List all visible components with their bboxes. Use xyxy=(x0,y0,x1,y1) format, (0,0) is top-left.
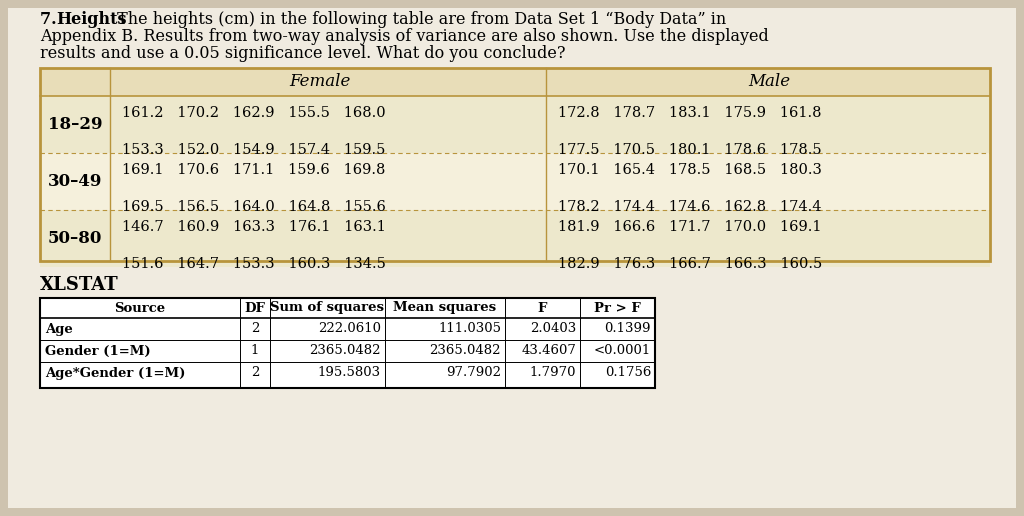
Text: The heights (cm) in the following table are from Data Set 1 “Body Data” in: The heights (cm) in the following table … xyxy=(112,11,726,28)
Text: 169.1   170.6   171.1   159.6   169.8: 169.1 170.6 171.1 159.6 169.8 xyxy=(122,163,385,177)
Text: 195.5803: 195.5803 xyxy=(317,366,381,379)
Text: 111.0305: 111.0305 xyxy=(438,322,501,335)
Text: Sum of squares: Sum of squares xyxy=(270,301,384,314)
Text: 172.8   178.7   183.1   175.9   161.8: 172.8 178.7 183.1 175.9 161.8 xyxy=(558,106,821,120)
Bar xyxy=(40,153,990,210)
Text: 170.1   165.4   178.5   168.5   180.3: 170.1 165.4 178.5 168.5 180.3 xyxy=(558,163,822,177)
Text: Heights: Heights xyxy=(56,11,127,28)
Bar xyxy=(40,68,990,261)
Text: 2365.0482: 2365.0482 xyxy=(429,345,501,358)
Text: 2365.0482: 2365.0482 xyxy=(309,345,381,358)
Text: 1: 1 xyxy=(251,345,259,358)
Text: 97.7902: 97.7902 xyxy=(446,366,501,379)
Text: 43.4607: 43.4607 xyxy=(521,345,575,358)
Text: Mean squares: Mean squares xyxy=(393,301,497,314)
Text: Male: Male xyxy=(748,73,791,90)
Bar xyxy=(40,298,655,388)
Text: 161.2   170.2   162.9   155.5   168.0: 161.2 170.2 162.9 155.5 168.0 xyxy=(122,106,386,120)
Text: 2: 2 xyxy=(251,322,259,335)
Text: 0.1756: 0.1756 xyxy=(604,366,651,379)
Bar xyxy=(40,68,990,96)
Text: Appendix B. Results from two-way analysis of variance are also shown. Use the di: Appendix B. Results from two-way analysi… xyxy=(40,28,769,45)
Text: 0.1399: 0.1399 xyxy=(604,322,651,335)
Text: 182.9   176.3   166.7   166.3   160.5: 182.9 176.3 166.7 166.3 160.5 xyxy=(558,257,822,271)
Text: 153.3   152.0   154.9   157.4   159.5: 153.3 152.0 154.9 157.4 159.5 xyxy=(122,143,385,157)
Text: Source: Source xyxy=(115,301,166,314)
Text: results and use a 0.05 significance level. What do you conclude?: results and use a 0.05 significance leve… xyxy=(40,45,565,62)
Text: 50–80: 50–80 xyxy=(48,230,102,247)
Text: 146.7   160.9   163.3   176.1   163.1: 146.7 160.9 163.3 176.1 163.1 xyxy=(122,220,386,234)
Text: 2.0403: 2.0403 xyxy=(529,322,575,335)
Text: Age: Age xyxy=(45,322,73,335)
Text: 2: 2 xyxy=(251,366,259,379)
Text: 151.6   164.7   153.3   160.3   134.5: 151.6 164.7 153.3 160.3 134.5 xyxy=(122,257,386,271)
Text: 222.0610: 222.0610 xyxy=(318,322,381,335)
Text: Female: Female xyxy=(290,73,350,90)
Text: F: F xyxy=(538,301,547,314)
Text: 181.9   166.6   171.7   170.0   169.1: 181.9 166.6 171.7 170.0 169.1 xyxy=(558,220,821,234)
Text: DF: DF xyxy=(245,301,265,314)
Bar xyxy=(40,96,990,153)
Text: 169.5   156.5   164.0   164.8   155.6: 169.5 156.5 164.0 164.8 155.6 xyxy=(122,200,386,214)
Bar xyxy=(40,210,990,267)
Text: 7.: 7. xyxy=(40,11,62,28)
Text: 1.7970: 1.7970 xyxy=(529,366,575,379)
Text: 30–49: 30–49 xyxy=(48,173,102,190)
Text: Age*Gender (1=M): Age*Gender (1=M) xyxy=(45,366,185,379)
Text: Gender (1=M): Gender (1=M) xyxy=(45,345,151,358)
Text: <0.0001: <0.0001 xyxy=(594,345,651,358)
Text: 18–29: 18–29 xyxy=(48,116,102,133)
Text: 177.5   170.5   180.1   178.6   178.5: 177.5 170.5 180.1 178.6 178.5 xyxy=(558,143,821,157)
Text: 178.2   174.4   174.6   162.8   174.4: 178.2 174.4 174.6 162.8 174.4 xyxy=(558,200,821,214)
Text: Pr > F: Pr > F xyxy=(594,301,641,314)
Text: XLSTAT: XLSTAT xyxy=(40,276,119,294)
